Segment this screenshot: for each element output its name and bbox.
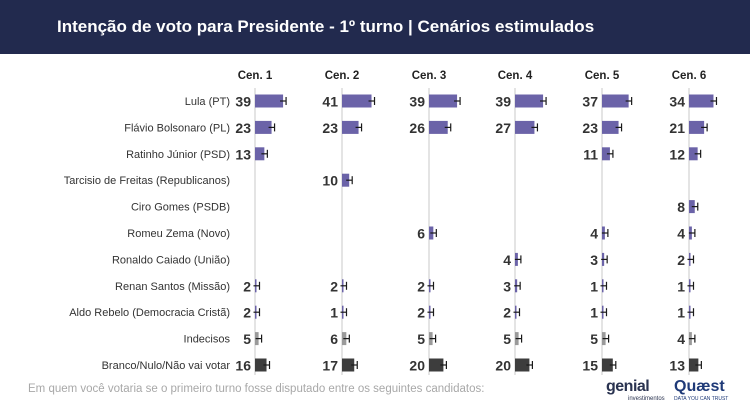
- bar: [515, 120, 535, 134]
- bar: [342, 173, 350, 187]
- bar: [689, 94, 714, 108]
- candidate-label: Lula (PT): [185, 96, 230, 108]
- bar: [342, 358, 355, 372]
- data-label: 4: [503, 252, 511, 268]
- bar: [689, 147, 698, 161]
- data-label: 21: [669, 120, 685, 136]
- data-label: 5: [503, 331, 511, 347]
- bar: [342, 94, 372, 108]
- data-label: 12: [669, 146, 685, 162]
- data-label: 2: [330, 278, 338, 294]
- data-label: 5: [243, 331, 251, 347]
- bar: [689, 358, 699, 372]
- scenario-header: Cen. 4: [498, 70, 533, 82]
- data-label: 10: [322, 173, 338, 189]
- data-label: 2: [677, 252, 685, 268]
- data-label: 1: [590, 278, 598, 294]
- data-label: 1: [677, 278, 685, 294]
- data-label: 17: [322, 358, 338, 374]
- page-title: Intenção de voto para Presidente - 1º tu…: [57, 17, 595, 36]
- data-label: 27: [495, 120, 511, 136]
- data-label: 2: [243, 305, 251, 321]
- footnote: Em quem você votaria se o primeiro turno…: [28, 383, 485, 395]
- data-label: 13: [669, 358, 685, 374]
- data-label: 23: [582, 120, 598, 136]
- bar: [255, 120, 272, 134]
- bar: [429, 120, 448, 134]
- candidate-label: Indecisos: [184, 334, 231, 346]
- scenario-header: Cen. 1: [238, 70, 273, 82]
- bar: [255, 94, 284, 108]
- candidate-label: Tarcisio de Freitas (Republicanos): [64, 175, 230, 187]
- candidate-label: Aldo Rebelo (Democracia Cristã): [69, 307, 230, 319]
- data-label: 16: [235, 358, 251, 374]
- data-label: 4: [677, 226, 685, 242]
- bar: [602, 120, 619, 134]
- data-label: 39: [409, 94, 425, 110]
- data-label: 39: [235, 94, 251, 110]
- data-label: 34: [669, 94, 685, 110]
- data-label: 15: [582, 358, 598, 374]
- candidate-label: Romeu Zema (Novo): [127, 228, 230, 240]
- header-bar: Intenção de voto para Presidente - 1º tu…: [0, 0, 750, 54]
- bar: [515, 94, 544, 108]
- data-label: 8: [677, 199, 685, 215]
- scenario-header: Cen. 3: [412, 70, 447, 82]
- bar: [602, 147, 610, 161]
- genial-logo: genial investimentos: [606, 378, 665, 402]
- data-label: 2: [503, 305, 511, 321]
- data-label: 39: [495, 94, 511, 110]
- data-label: 13: [235, 146, 251, 162]
- data-label: 41: [322, 94, 338, 110]
- data-label: 4: [590, 226, 598, 242]
- scenario-header: Cen. 2: [325, 70, 360, 82]
- scenario-header: Cen. 6: [672, 70, 707, 82]
- bar: [255, 358, 267, 372]
- vote-intention-chart: Cen. 1 Cen. 2 Cen. 3 Cen. 4 Cen. 5 Cen. 6 Lula…: [64, 70, 718, 375]
- bar: [602, 94, 629, 108]
- bar: [602, 358, 613, 372]
- data-label: 1: [590, 305, 598, 321]
- data-label: 11: [583, 146, 598, 162]
- data-label: 23: [322, 120, 338, 136]
- bar: [255, 147, 265, 161]
- data-label: 37: [582, 94, 598, 110]
- candidate-label: Flávio Bolsonaro (PL): [124, 122, 230, 134]
- bar: [429, 358, 444, 372]
- candidate-label: Branco/Nulo/Não vai votar: [102, 360, 231, 372]
- data-label: 1: [677, 305, 685, 321]
- data-label: 6: [330, 331, 338, 347]
- candidate-label: Renan Santos (Missão): [115, 281, 230, 293]
- bar: [429, 94, 458, 108]
- scenario-header: Cen. 5: [585, 70, 620, 82]
- quaest-logo: Quæst DATA YOU CAN TRUST: [674, 378, 729, 402]
- data-label: 20: [409, 358, 425, 374]
- data-label: 2: [417, 278, 425, 294]
- data-label: 3: [590, 252, 598, 268]
- data-label: 23: [235, 120, 251, 136]
- data-label: 6: [417, 226, 425, 242]
- data-label: 20: [495, 358, 511, 374]
- candidate-label: Ciro Gomes (PSDB): [131, 202, 230, 214]
- data-label: 3: [503, 278, 511, 294]
- candidate-label: Ronaldo Caiado (União): [112, 254, 230, 266]
- data-label: 5: [590, 331, 598, 347]
- bar: [342, 120, 359, 134]
- bar: [689, 120, 705, 134]
- data-label: 4: [677, 331, 685, 347]
- data-label: 5: [417, 331, 425, 347]
- data-label: 2: [417, 305, 425, 321]
- data-label: 2: [243, 278, 251, 294]
- candidate-label: Ratinho Júnior (PSD): [126, 149, 230, 161]
- data-label: 1: [330, 305, 338, 321]
- data-label: 26: [409, 120, 425, 136]
- bar: [515, 358, 530, 372]
